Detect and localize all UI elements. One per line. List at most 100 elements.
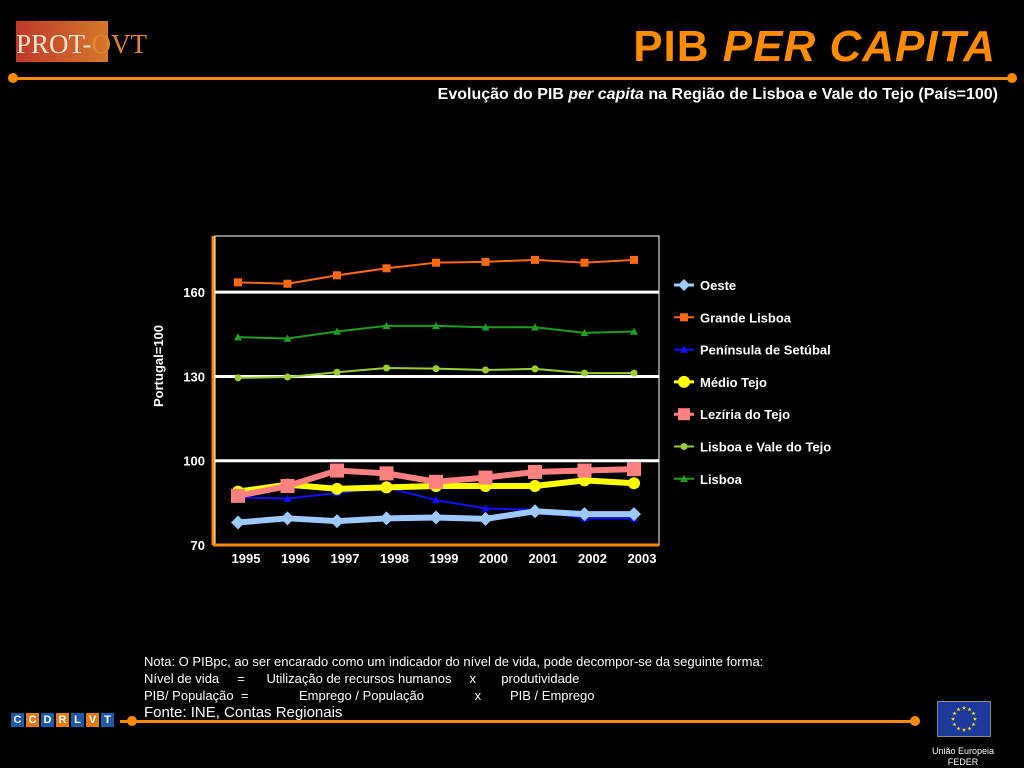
- legend-marker-grande-lisboa: [680, 313, 688, 322]
- legend-label-lisboa-e-vale-do-tejo: Lisboa e Vale do Tejo: [700, 440, 831, 455]
- data-point-lisboa-e-vale-do-tejo: [531, 365, 539, 373]
- data-point-grande-lisboa: [630, 255, 638, 264]
- legend-marker-medio-tejo: [678, 375, 690, 388]
- prot-ovt-logo: PROT-OVT: [16, 26, 147, 62]
- data-point-peninsula-de-setubal: [481, 504, 490, 512]
- axis-layer: 70 100 130 160 1995 1996 1997 1998 1999 2000 2001 2…: [183, 236, 659, 566]
- data-point-lisboa: [432, 321, 440, 330]
- data-point-lisboa-e-vale-do-tejo: [581, 369, 588, 377]
- data-point-lisboa-e-vale-do-tejo: [234, 374, 242, 382]
- x-tick-label: 1995: [232, 551, 261, 566]
- data-point-oeste: [280, 511, 295, 526]
- x-tick-label: 1996: [281, 551, 310, 566]
- y-tick-label: 100: [183, 454, 205, 469]
- data-point-lisboa-e-vale-do-tejo: [333, 368, 341, 376]
- data-point-medio-tejo: [628, 477, 640, 490]
- data-point-grande-lisboa: [481, 257, 490, 266]
- legend-marker-oeste: [678, 279, 690, 291]
- legend-label-grande-lisboa: Grande Lisboa: [700, 310, 792, 325]
- logo-letter: L: [71, 713, 84, 727]
- data-point-leziria-do-tejo: [429, 474, 443, 489]
- data-point-lisboa: [580, 328, 589, 337]
- eu-star-icon: [952, 711, 957, 716]
- data-point-oeste: [429, 510, 443, 525]
- data-point-leziria-do-tejo: [280, 479, 295, 494]
- data-point-grande-lisboa: [580, 258, 589, 267]
- series-layer: [231, 255, 641, 530]
- legend-label-peninsula-de-setubal: Península de Setúbal: [700, 343, 831, 358]
- logo-letter: D: [41, 713, 54, 727]
- logo-letter: V: [86, 713, 99, 727]
- legend-label-leziria-do-tejo: Lezíria do Tejo: [700, 407, 790, 422]
- note-line-2: Nível de vida = Utilização de recursos h…: [144, 671, 580, 686]
- x-tick-label: 1998: [380, 551, 409, 566]
- y-tick-label: 130: [183, 369, 205, 384]
- footer-divider-dot-right: [910, 716, 920, 726]
- legend-marker-lisboa-e-vale-do-tejo: [680, 443, 688, 450]
- data-point-lisboa-e-vale-do-tejo: [630, 369, 638, 377]
- footer-divider-dot-left: [127, 716, 137, 726]
- legend-label-medio-tejo: Médio Tejo: [700, 375, 767, 390]
- note-line-3: PIB/ População = Emprego / População x P…: [144, 688, 595, 703]
- data-point-oeste: [478, 511, 493, 526]
- data-point-lisboa: [333, 327, 341, 335]
- eu-flag-icon: [937, 701, 991, 737]
- data-point-oeste: [379, 511, 394, 526]
- data-point-oeste: [330, 514, 344, 529]
- data-point-leziria-do-tejo: [330, 463, 344, 478]
- data-point-leziria-do-tejo: [627, 462, 641, 477]
- pib-per-capita-chart: 70 100 130 160 1995 1996 1997 1998 1999 2000 2001 2…: [151, 235, 831, 566]
- eu-label-line-2: FEDER: [947, 757, 979, 767]
- data-point-medio-tejo: [529, 480, 541, 493]
- legend-layer: Oeste Grande Lisboa Península de Setúbal Mé…: [674, 278, 831, 487]
- data-point-oeste: [577, 507, 592, 522]
- data-point-grande-lisboa: [234, 278, 242, 287]
- eu-star-icon: [956, 726, 961, 731]
- data-point-lisboa: [481, 323, 490, 331]
- y-tick-label: 70: [191, 538, 205, 553]
- legend-marker-leziria-do-tejo: [678, 408, 690, 421]
- eu-star-icon: [967, 726, 972, 731]
- x-tick-label: 1997: [331, 551, 360, 566]
- data-point-leziria-do-tejo: [528, 464, 542, 479]
- eu-star-icon: [950, 716, 956, 721]
- logo-letter: T: [101, 713, 114, 727]
- legend-marker-peninsula-de-setubal: [680, 345, 688, 353]
- data-point-lisboa-e-vale-do-tejo: [383, 364, 390, 372]
- logo-letter: C: [11, 713, 24, 727]
- data-point-peninsula-de-setubal: [283, 494, 292, 502]
- page-title: PIB PER CAPITA: [633, 22, 996, 72]
- eu-star-icon: [961, 727, 967, 732]
- logo-letter: C: [26, 713, 39, 727]
- eu-star-icon: [972, 716, 978, 721]
- header-divider-dot-right: [1007, 73, 1017, 83]
- logo-text-part2: OVT: [91, 29, 148, 59]
- data-point-lisboa: [382, 321, 391, 330]
- data-point-oeste: [528, 504, 542, 519]
- notes-block: Nota: O PIBpc, ao ser encarado como um i…: [144, 653, 763, 721]
- eu-label: União Europeia FEDER: [920, 746, 1006, 768]
- ccdrlvt-logo: C C D R L V T: [11, 713, 114, 727]
- data-point-lisboa: [283, 334, 292, 342]
- page-title-plain: PIB: [633, 22, 723, 71]
- logo-background: [16, 21, 108, 62]
- subtitle-italic: per capita: [568, 86, 644, 103]
- data-point-grande-lisboa: [283, 279, 292, 288]
- data-point-leziria-do-tejo: [478, 470, 493, 485]
- logo-letter: R: [56, 713, 69, 727]
- data-point-grande-lisboa: [531, 255, 539, 264]
- eu-star-icon: [971, 722, 976, 727]
- data-point-medio-tejo: [331, 482, 343, 495]
- data-point-lisboa-e-vale-do-tejo: [482, 366, 489, 374]
- data-point-oeste: [231, 515, 245, 530]
- legend-label-lisboa: Lisboa: [700, 472, 743, 487]
- data-point-lisboa-e-vale-do-tejo: [284, 373, 291, 381]
- eu-star-icon: [952, 722, 957, 727]
- chart-subtitle: Evolução do PIB per capita na Região de …: [438, 86, 998, 104]
- data-point-lisboa: [630, 327, 638, 335]
- data-point-peninsula-de-setubal: [432, 496, 440, 504]
- data-point-lisboa-e-vale-do-tejo: [432, 365, 440, 373]
- footer-divider: [120, 720, 915, 723]
- eu-label-line-1: União Europeia: [931, 746, 995, 756]
- y-tick-label: 160: [183, 285, 205, 300]
